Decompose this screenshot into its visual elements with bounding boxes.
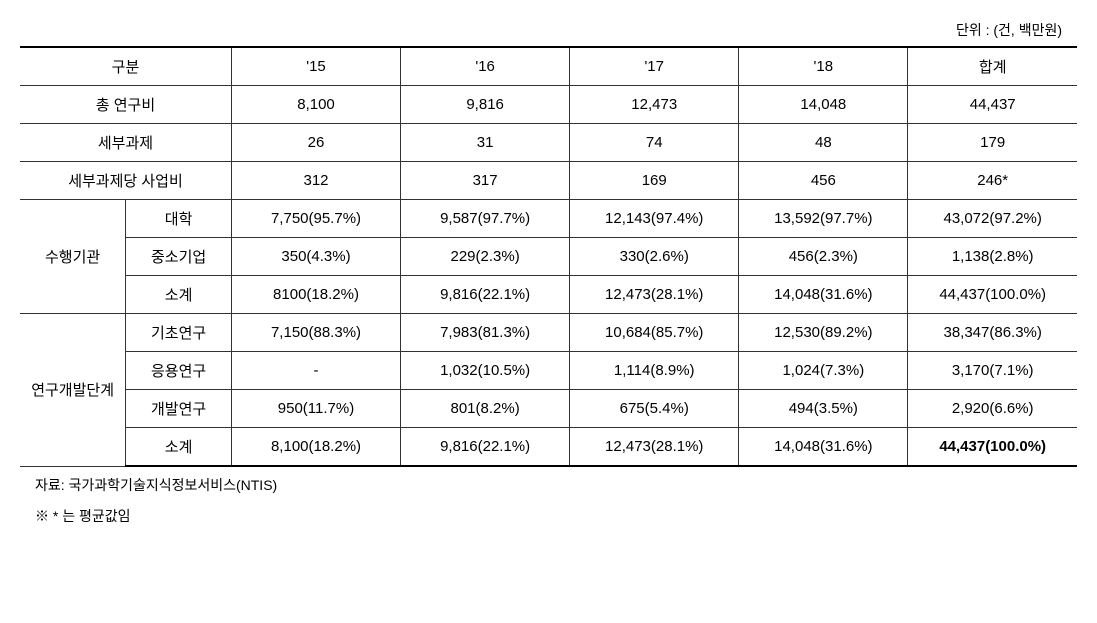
cell: 10,684(85.7%) — [570, 314, 739, 352]
table-row: 총 연구비 8,100 9,816 12,473 14,048 44,437 — [20, 86, 1077, 124]
cell: 169 — [570, 162, 739, 200]
cell: 8100(18.2%) — [231, 276, 400, 314]
row-label: 개발연구 — [126, 390, 232, 428]
cell: 9,816(22.1%) — [401, 276, 570, 314]
cell: 456(2.3%) — [739, 238, 908, 276]
cell: 12,143(97.4%) — [570, 200, 739, 238]
cell: 14,048(31.6%) — [739, 428, 908, 467]
cell: 229(2.3%) — [401, 238, 570, 276]
cell: 330(2.6%) — [570, 238, 739, 276]
cell: 13,592(97.7%) — [739, 200, 908, 238]
row-label: 기초연구 — [126, 314, 232, 352]
cell: 7,750(95.7%) — [231, 200, 400, 238]
cell: 8,100 — [231, 86, 400, 124]
cell: 12,530(89.2%) — [739, 314, 908, 352]
cell: 1,114(8.9%) — [570, 352, 739, 390]
cell: 350(4.3%) — [231, 238, 400, 276]
table-row: 중소기업 350(4.3%) 229(2.3%) 330(2.6%) 456(2… — [20, 238, 1077, 276]
table-row: 연구개발단계 기초연구 7,150(88.3%) 7,983(81.3%) 10… — [20, 314, 1077, 352]
cell: 44,437 — [908, 86, 1077, 124]
cell: 7,983(81.3%) — [401, 314, 570, 352]
cell: 12,473 — [570, 86, 739, 124]
row-label: 세부과제 — [20, 124, 231, 162]
row-label: 대학 — [126, 200, 232, 238]
header-total: 합계 — [908, 47, 1077, 86]
cell: 1,138(2.8%) — [908, 238, 1077, 276]
cell: 7,150(88.3%) — [231, 314, 400, 352]
cell: 31 — [401, 124, 570, 162]
header-row: 구분 '15 '16 '17 '18 합계 — [20, 47, 1077, 86]
cell: 1,024(7.3%) — [739, 352, 908, 390]
unit-label: 단위 : (건, 백만원) — [20, 20, 1077, 40]
group-label-org: 수행기관 — [20, 200, 126, 314]
row-label: 세부과제당 사업비 — [20, 162, 231, 200]
cell: 950(11.7%) — [231, 390, 400, 428]
row-label: 총 연구비 — [20, 86, 231, 124]
cell: 12,473(28.1%) — [570, 276, 739, 314]
table-row: 수행기관 대학 7,750(95.7%) 9,587(97.7%) 12,143… — [20, 200, 1077, 238]
cell: 14,048(31.6%) — [739, 276, 908, 314]
cell: 14,048 — [739, 86, 908, 124]
cell: 74 — [570, 124, 739, 162]
cell: 12,473(28.1%) — [570, 428, 739, 467]
table-row: 세부과제당 사업비 312 317 169 456 246* — [20, 162, 1077, 200]
cell: 246* — [908, 162, 1077, 200]
cell: 801(8.2%) — [401, 390, 570, 428]
cell: 43,072(97.2%) — [908, 200, 1077, 238]
cell: - — [231, 352, 400, 390]
cell: 44,437(100.0%) — [908, 276, 1077, 314]
table-row: 세부과제 26 31 74 48 179 — [20, 124, 1077, 162]
header-y15: '15 — [231, 47, 400, 86]
table-row: 소계 8,100(18.2%) 9,816(22.1%) 12,473(28.1… — [20, 428, 1077, 467]
cell: 3,170(7.1%) — [908, 352, 1077, 390]
data-table: 구분 '15 '16 '17 '18 합계 총 연구비 8,100 9,816 … — [20, 46, 1077, 467]
row-label: 응용연구 — [126, 352, 232, 390]
cell-bold-total: 44,437(100.0%) — [908, 428, 1077, 467]
cell: 9,816(22.1%) — [401, 428, 570, 467]
table-row: 소계 8100(18.2%) 9,816(22.1%) 12,473(28.1%… — [20, 276, 1077, 314]
cell: 317 — [401, 162, 570, 200]
cell: 1,032(10.5%) — [401, 352, 570, 390]
cell: 9,587(97.7%) — [401, 200, 570, 238]
cell: 26 — [231, 124, 400, 162]
row-label: 중소기업 — [126, 238, 232, 276]
footnote-source: 자료: 국가과학기술지식정보서비스(NTIS) — [20, 473, 1077, 498]
cell: 675(5.4%) — [570, 390, 739, 428]
cell: 9,816 — [401, 86, 570, 124]
group-label-stage: 연구개발단계 — [20, 314, 126, 467]
header-y18: '18 — [739, 47, 908, 86]
cell: 38,347(86.3%) — [908, 314, 1077, 352]
row-label: 소계 — [126, 276, 232, 314]
table-row: 응용연구 - 1,032(10.5%) 1,114(8.9%) 1,024(7.… — [20, 352, 1077, 390]
cell: 2,920(6.6%) — [908, 390, 1077, 428]
cell: 494(3.5%) — [739, 390, 908, 428]
cell: 312 — [231, 162, 400, 200]
cell: 456 — [739, 162, 908, 200]
cell: 8,100(18.2%) — [231, 428, 400, 467]
row-label: 소계 — [126, 428, 232, 467]
cell: 48 — [739, 124, 908, 162]
cell: 179 — [908, 124, 1077, 162]
header-y16: '16 — [401, 47, 570, 86]
header-category: 구분 — [20, 47, 231, 86]
header-y17: '17 — [570, 47, 739, 86]
footnote-note: ※ * 는 평균값임 — [20, 504, 1077, 529]
table-row: 개발연구 950(11.7%) 801(8.2%) 675(5.4%) 494(… — [20, 390, 1077, 428]
